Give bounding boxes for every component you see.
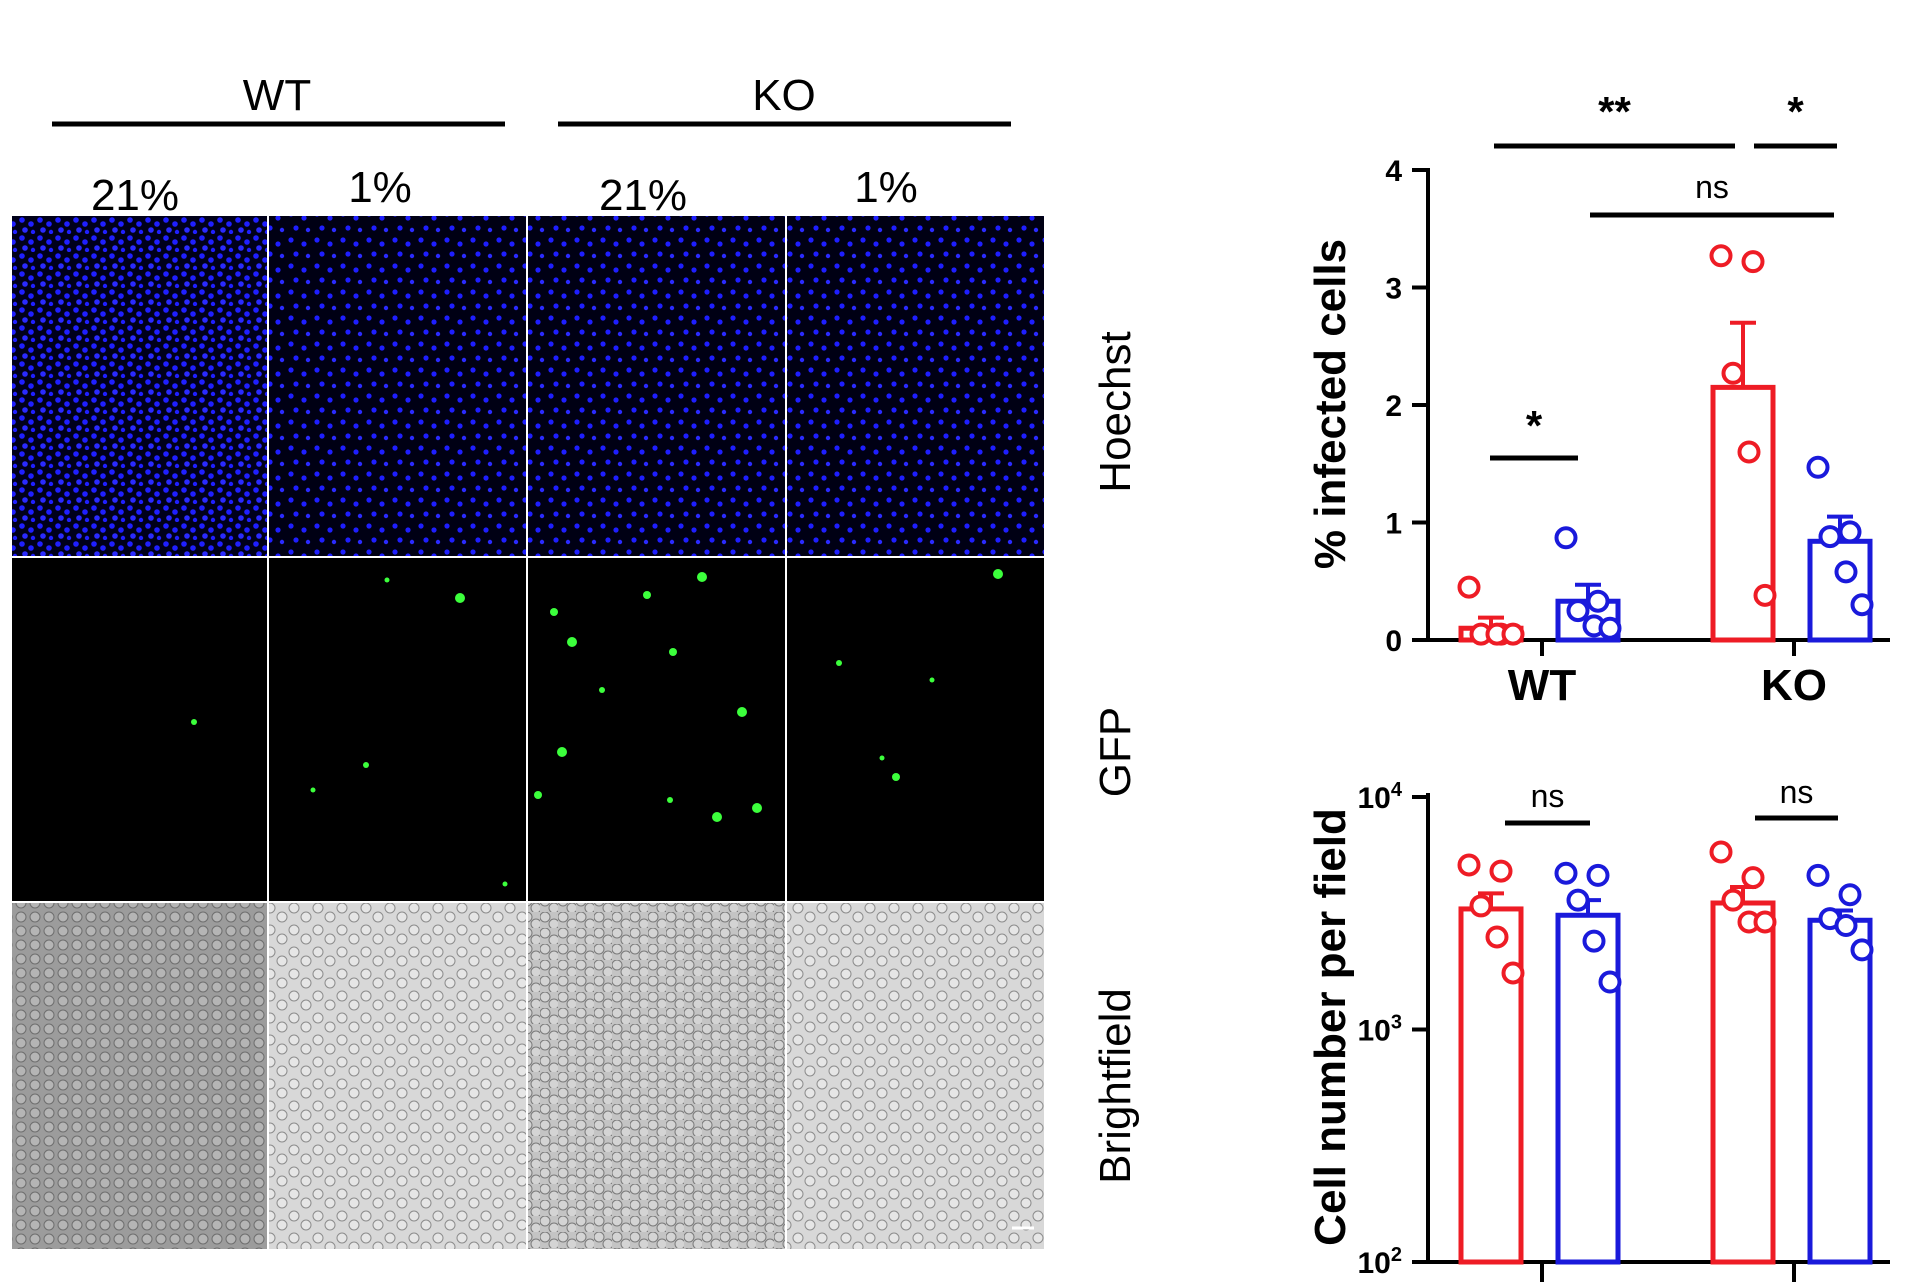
chart-cellnumber-data-point (1554, 861, 1578, 885)
chart-cellnumber-data-point (1501, 961, 1525, 985)
chart-infected-data-point (1457, 575, 1481, 599)
chart-infected-data-point (1554, 526, 1578, 550)
chart-infected-marks (1457, 244, 1874, 646)
chart-cellnumber-data-point (1586, 863, 1610, 887)
image-hoechst-wt-21 (12, 216, 267, 556)
chart-cellnumber-y-axis-label: Cell number per field (1306, 808, 1355, 1246)
column-label-ko-21: 21% (599, 171, 687, 220)
chart-cellnumber-data-point (1834, 914, 1858, 938)
chart-infected-data-point (1598, 616, 1622, 640)
chart-cellnumber-data-point (1838, 883, 1862, 907)
chart-infected-bar-ko-1 (1807, 538, 1873, 643)
image-gfp-wt-21 (12, 558, 267, 901)
chart-infected-data-point (1586, 589, 1610, 613)
chart-infected-significance-label: ns (1695, 169, 1729, 205)
chart-cellnumber-y-tick-label: 104 (1358, 779, 1403, 815)
image-gfp-ko-1 (787, 558, 1044, 901)
image-hoechst-ko-21 (528, 216, 785, 556)
row-label-gfp: GFP (1091, 707, 1140, 797)
chart-cellnumber-data-point (1469, 894, 1493, 918)
chart-cellnumber-data-point (1806, 863, 1830, 887)
chart-cellnumber-y-tick-label: 103 (1358, 1012, 1403, 1048)
chart-cellnumber-data-point (1582, 929, 1606, 953)
row-label-hoechst: Hoechst (1091, 331, 1140, 492)
chart-cellnumber-significance-label: ns (1780, 774, 1814, 810)
chart-infected-y-tick-label: 4 (1385, 155, 1402, 188)
column-label-ko-1: 1% (854, 163, 918, 212)
chart-infected-x-tick-label-wt: WT (1508, 661, 1577, 710)
chart-infected-data-point (1834, 560, 1858, 584)
chart-infected-data-point (1709, 244, 1733, 268)
chart-cellnumber-y-tick-label-exponent: 2 (1391, 1244, 1402, 1266)
chart-cellnumber-data-point (1489, 859, 1513, 883)
chart-infected-y-tick-label: 2 (1385, 390, 1402, 423)
hoechst-row (12, 216, 1044, 556)
image-gfp-ko-21 (528, 558, 785, 901)
chart-cellnumber-y-tick-label: 102 (1358, 1244, 1403, 1280)
chart-cellnumber-data-point (1457, 853, 1481, 877)
chart-cellnumber-y-tick-label-base: 10 (1358, 1247, 1391, 1280)
chart-cellnumber-annotations: ns ns (1505, 774, 1838, 826)
chart-cellnumber-y-tick-label-base: 10 (1358, 1015, 1391, 1048)
chart-cellnumber-y-tick-label-base: 10 (1358, 782, 1391, 815)
gfp-row (12, 558, 1044, 901)
chart-cellnumber-bar-wt-1 (1555, 912, 1621, 1265)
image-brightfield-wt-21 (12, 903, 267, 1249)
group-label-ko: KO (752, 71, 816, 120)
chart-infected-y-axis-label: % infected cells (1306, 239, 1355, 569)
chart-infected-y-tick-label: 0 (1385, 625, 1402, 658)
chart-infected-annotations: ** *ns* (1490, 88, 1837, 461)
image-brightfield-wt-1 (269, 903, 526, 1249)
chart-cellnumber-data-point (1741, 866, 1765, 890)
column-label-wt-1: 1% (348, 163, 412, 212)
chart-infected-data-point (1501, 622, 1525, 646)
chart-infected-data-point (1850, 593, 1874, 617)
chart-infected-data-point (1741, 250, 1765, 274)
chart-infected-data-point (1818, 525, 1842, 549)
chart-cellnumber-y-tick-label-exponent: 4 (1391, 779, 1403, 801)
chart-infected-data-point (1737, 440, 1761, 464)
chart-infected-data-point (1838, 520, 1862, 544)
image-brightfield-ko-21 (528, 903, 785, 1249)
chart-cellnumber-y-tick-label-exponent: 3 (1391, 1012, 1402, 1034)
chart-cellnumber-data-point (1753, 910, 1777, 934)
chart-infected-significance-label: ** (1598, 88, 1631, 135)
image-brightfield-ko-1 (787, 903, 1044, 1249)
chart-infected-data-point (1753, 583, 1777, 607)
chart-infected-y-tick-label: 3 (1385, 273, 1402, 306)
chart-cellnumber-data-point (1485, 925, 1509, 949)
chart-infected-axes (1426, 168, 1890, 656)
gfp-positive-cells (191, 569, 1003, 887)
image-hoechst-wt-1 (269, 216, 526, 556)
brightfield-row (12, 903, 1044, 1249)
group-label-wt: WT (243, 71, 311, 120)
chart-infected-x-tick-label-ko: KO (1761, 661, 1827, 710)
chart-infected-data-point (1721, 361, 1745, 385)
chart-infected-data-point (1806, 455, 1830, 479)
chart-cellnumber-data-point (1709, 840, 1733, 864)
chart-cellnumber-bar-ko-1 (1807, 917, 1873, 1265)
chart-cellnumber-bar-ko-0 (1710, 900, 1776, 1265)
chart-cellnumber-data-point (1598, 970, 1622, 994)
chart-cellnumber-data-point (1566, 888, 1590, 912)
microscopy-panel: WT KO 21% 1% 21% 1% (12, 71, 1140, 1249)
chart-infected-y-tick-label: 1 (1385, 508, 1402, 541)
column-label-wt-21: 21% (91, 171, 179, 220)
chart-infected-y-ticks: 0 1 2 3 4 (1385, 155, 1428, 658)
chart-cellnumber-significance-label: ns (1531, 778, 1565, 814)
image-gfp-wt-1 (269, 558, 526, 901)
chart-cellnumber-data-point (1721, 888, 1745, 912)
chart-cellnumber-data-point (1850, 938, 1874, 962)
chart-infected-significance-label: * (1526, 402, 1543, 449)
image-hoechst-ko-1 (787, 216, 1044, 556)
row-label-brightfield: Brightfield (1091, 988, 1140, 1184)
chart-infected-significance-label: * (1787, 88, 1804, 135)
chart-infected-data-point (1566, 599, 1590, 623)
chart-cellnumber-marks (1457, 840, 1874, 1265)
